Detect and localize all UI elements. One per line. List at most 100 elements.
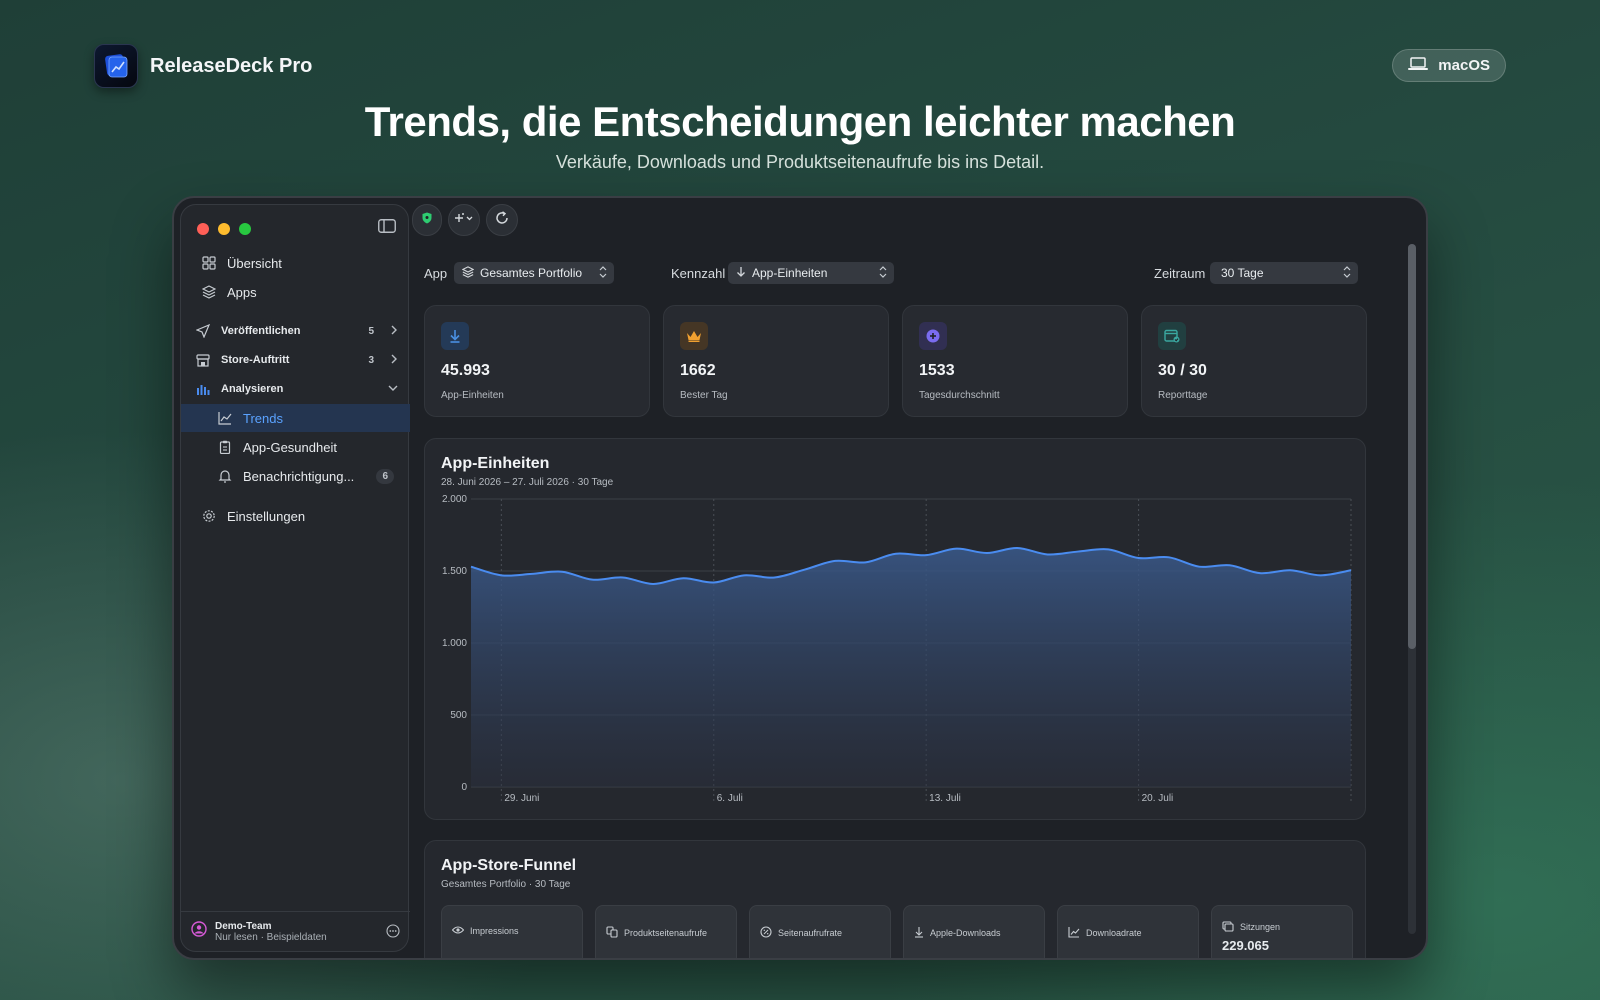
count-badge: 5	[368, 325, 374, 337]
y-tick-label: 1.500	[442, 566, 467, 577]
x-tick-label: 13. Juli	[929, 793, 961, 804]
sidebar-item-label: Trends	[243, 410, 283, 426]
funnel-tile-label: Produktseitenaufrufe	[624, 928, 708, 938]
download-icon	[736, 266, 746, 281]
app-name: ReleaseDeck Pro	[150, 54, 313, 77]
sparkle-plus-icon	[454, 211, 474, 229]
shield-icon	[422, 211, 432, 229]
app-window: Übersicht Apps Veröffentlichen 5 Store-A…	[172, 196, 1428, 960]
sidebar-item-publish[interactable]: Veröffentlichen 5	[181, 317, 410, 345]
funnel-tile-label: Downloadrate	[1086, 928, 1142, 938]
pages-icon	[606, 926, 618, 940]
storefront-icon	[195, 352, 211, 368]
download-icon	[441, 322, 469, 350]
kpi-value: 1662	[680, 362, 716, 379]
range-select[interactable]: 30 Tage	[1210, 262, 1358, 284]
laptop-icon	[1408, 56, 1429, 75]
x-tick-label: 6. Juli	[717, 793, 743, 804]
kpi-label: Bester Tag	[680, 390, 728, 401]
kpi-label: Reporttage	[1158, 390, 1208, 401]
sidebar-item-apps[interactable]: Apps	[181, 278, 410, 306]
bell-icon	[217, 468, 233, 484]
scrollbar[interactable]	[1408, 244, 1416, 934]
kpi-card-app-units: 45.993 App-Einheiten	[424, 305, 650, 417]
range-filter-label: Zeitraum	[1154, 266, 1206, 281]
bar-chart-icon	[195, 381, 211, 397]
x-tick-label: 20. Juli	[1142, 793, 1174, 804]
series-area	[471, 547, 1351, 787]
sidebar-toggle-icon[interactable]	[378, 219, 396, 238]
window-controls	[197, 223, 251, 235]
y-tick-label: 500	[450, 710, 467, 721]
metric-select[interactable]: App-Einheiten	[728, 262, 894, 284]
funnel-tile-page-view-rate[interactable]: Seitenaufrufrate	[749, 905, 891, 958]
funnel-tile-download-rate[interactable]: Downloadrate	[1057, 905, 1199, 958]
main-content: App Gesamtes Portfolio Kennzahl App-Einh…	[420, 248, 1400, 958]
app-select-value: Gesamtes Portfolio	[480, 266, 583, 280]
scrollbar-thumb[interactable]	[1408, 244, 1416, 649]
refresh-button[interactable]	[486, 204, 518, 236]
minimize-window-button[interactable]	[218, 223, 230, 235]
line-chart-icon	[1068, 926, 1080, 940]
funnel-tile-product-page-views[interactable]: Produktseitenaufrufe	[595, 905, 737, 958]
grid-icon	[201, 255, 217, 271]
brand: ReleaseDeck Pro	[94, 44, 312, 88]
clipboard-icon	[217, 439, 233, 455]
funnel-title: App-Store-Funnel	[441, 857, 577, 874]
sidebar-item-notifications[interactable]: Benachrichtigung... 6	[181, 462, 410, 490]
sidebar-item-label: Store-Auftritt	[221, 354, 290, 366]
sidebar-item-label: Analysieren	[221, 383, 284, 395]
funnel-tile-apple-downloads[interactable]: Apple-Downloads	[903, 905, 1045, 958]
y-tick-label: 1.000	[442, 638, 467, 649]
sidebar-item-trends[interactable]: Trends	[181, 404, 410, 432]
app-select[interactable]: Gesamtes Portfolio	[454, 262, 614, 284]
sidebar-item-label: Apps	[227, 284, 257, 300]
funnel-tile-sessions[interactable]: Sitzungen 229.065	[1211, 905, 1353, 958]
sidebar-item-app-health[interactable]: App-Gesundheit	[181, 433, 410, 461]
line-chart-icon	[217, 410, 233, 426]
kpi-value: 45.993	[441, 362, 490, 379]
sidebar-item-label: App-Gesundheit	[243, 439, 337, 455]
chevron-up-down-icon	[879, 265, 887, 282]
sidebar-item-settings[interactable]: Einstellungen	[181, 502, 410, 530]
area-chart[interactable]: 0 500 1.000 1.500 2.000 29. Juni 6. Juli 13. Ju…	[425, 439, 1367, 821]
funnel-card: App-Store-Funnel Gesamtes Portfolio · 30…	[424, 840, 1366, 958]
sidebar-item-label: Veröffentlichen	[221, 325, 301, 337]
layers-icon	[201, 284, 217, 300]
funnel-tile-impressions[interactable]: Impressions	[441, 905, 583, 958]
chart-logo-icon	[94, 44, 138, 88]
metric-select-value: App-Einheiten	[752, 266, 828, 280]
y-tick-label: 2.000	[442, 494, 467, 505]
chart-date-range: 28. Juni 2026 – 27. Juli 2026 · 30 Tage	[441, 477, 614, 488]
x-tick-label: 29. Juni	[504, 793, 539, 804]
calendar-check-icon	[1158, 322, 1186, 350]
sidebar-item-label: Übersicht	[227, 255, 282, 271]
kpi-label: App-Einheiten	[441, 390, 504, 401]
crown-icon	[680, 322, 708, 350]
chart-title: App-Einheiten	[441, 455, 550, 472]
refresh-icon	[495, 210, 509, 230]
count-badge: 3	[368, 354, 374, 366]
hero-subtitle: Verkäufe, Downloads und Produktseitenauf…	[555, 152, 1045, 172]
percent-icon	[760, 926, 772, 940]
metric-filter-label: Kennzahl	[671, 266, 726, 281]
chevron-up-down-icon	[1343, 265, 1351, 282]
sidebar-item-label: Einstellungen	[227, 508, 306, 524]
platform-badge: macOS	[1392, 49, 1506, 82]
funnel-tile-label: Sitzungen	[1240, 922, 1281, 932]
sidebar: Übersicht Apps Veröffentlichen 5 Store-A…	[180, 204, 410, 952]
status-shield-button[interactable]	[412, 204, 442, 236]
hero-title: Trends, die Entscheidungen leichter mach…	[364, 98, 1236, 145]
more-options-icon[interactable]	[386, 924, 400, 943]
zoom-window-button[interactable]	[239, 223, 251, 235]
range-select-value: 30 Tage	[1221, 266, 1264, 280]
add-menu-button[interactable]	[448, 204, 480, 236]
paper-plane-icon	[195, 323, 211, 339]
account-footer[interactable]: Demo-Team Nur lesen · Beispieldaten	[181, 911, 410, 951]
close-window-button[interactable]	[197, 223, 209, 235]
sidebar-item-overview[interactable]: Übersicht	[181, 249, 410, 277]
y-tick-label: 0	[461, 782, 467, 793]
sidebar-item-analyze[interactable]: Analysieren	[181, 375, 410, 403]
sidebar-item-store-presence[interactable]: Store-Auftritt 3	[181, 346, 410, 374]
funnel-tile-value: 229.065	[1222, 938, 1269, 953]
